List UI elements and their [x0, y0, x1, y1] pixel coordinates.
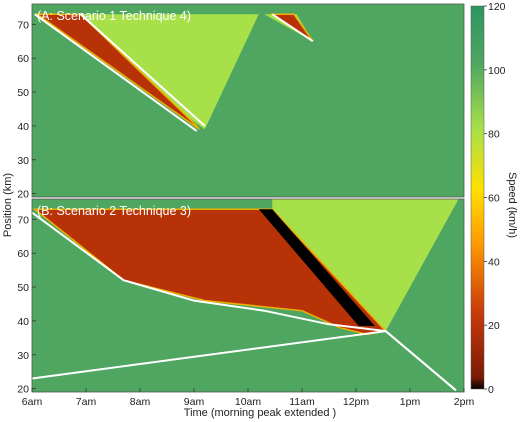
trajectory-line — [32, 330, 386, 380]
x-axis-label: Time (morning peak extended ) — [184, 407, 336, 419]
y-tick-label: 50 — [17, 87, 29, 99]
x-tick-label: 10am — [235, 396, 262, 408]
colorbar-tick-label: 60 — [488, 193, 500, 205]
y-tick-label: 60 — [17, 248, 29, 260]
colorbar-tick-label: 120 — [488, 1, 506, 13]
colorbar-tick-label: 40 — [488, 256, 500, 268]
jam-region — [35, 13, 200, 130]
y-tick-label: 40 — [17, 316, 29, 328]
y-tick-label: 50 — [17, 282, 29, 294]
stopped-region — [258, 209, 375, 326]
panel-a: (A: Scenario 1 Technique 4) — [32, 4, 464, 197]
colorbar — [470, 5, 485, 390]
colorbar-tick-label: 100 — [488, 65, 506, 77]
x-tick-label: 8am — [130, 396, 151, 408]
y-tick-label: 20 — [17, 189, 29, 201]
x-tick-label: 12pm — [343, 396, 370, 408]
x-tick-label: 9am — [184, 396, 205, 408]
queue-region — [272, 199, 459, 332]
x-tick-label: 7am — [76, 396, 97, 408]
y-axis-label: Position (km) — [2, 173, 14, 237]
y-tick-label: 30 — [17, 350, 29, 362]
colorbar-tick-label: 80 — [488, 129, 500, 141]
panel-frame — [31, 3, 465, 198]
trajectory-line — [34, 13, 198, 132]
y-tick-label: 30 — [17, 155, 29, 167]
queue-region — [264, 14, 313, 42]
panel-label: (B: Scenario 2 Technique 3) — [37, 204, 191, 218]
panel-b: (B: Scenario 2 Technique 3) — [32, 199, 464, 392]
colorbar-tick-label: 0 — [488, 384, 494, 396]
y-tick-label: 40 — [17, 121, 29, 133]
trajectory-line — [271, 13, 314, 43]
y-tick-label: 60 — [17, 53, 29, 65]
colorbar-tick-label: 20 — [488, 320, 500, 332]
x-tick-label: 11am — [289, 396, 315, 408]
x-tick-label: 1pm — [400, 396, 421, 408]
y-tick-label: 70 — [17, 19, 29, 31]
panel-label: (A: Scenario 1 Technique 4) — [37, 9, 191, 23]
y-tick-label: 20 — [17, 384, 29, 396]
x-tick-label: 6am — [22, 396, 43, 408]
y-tick-label: 70 — [17, 214, 29, 226]
x-tick-label: 2pm — [454, 396, 475, 408]
colorbar-label: Speed (km/h) — [506, 172, 518, 238]
trajectory-line — [385, 330, 457, 392]
trajectory-line — [79, 13, 206, 127]
